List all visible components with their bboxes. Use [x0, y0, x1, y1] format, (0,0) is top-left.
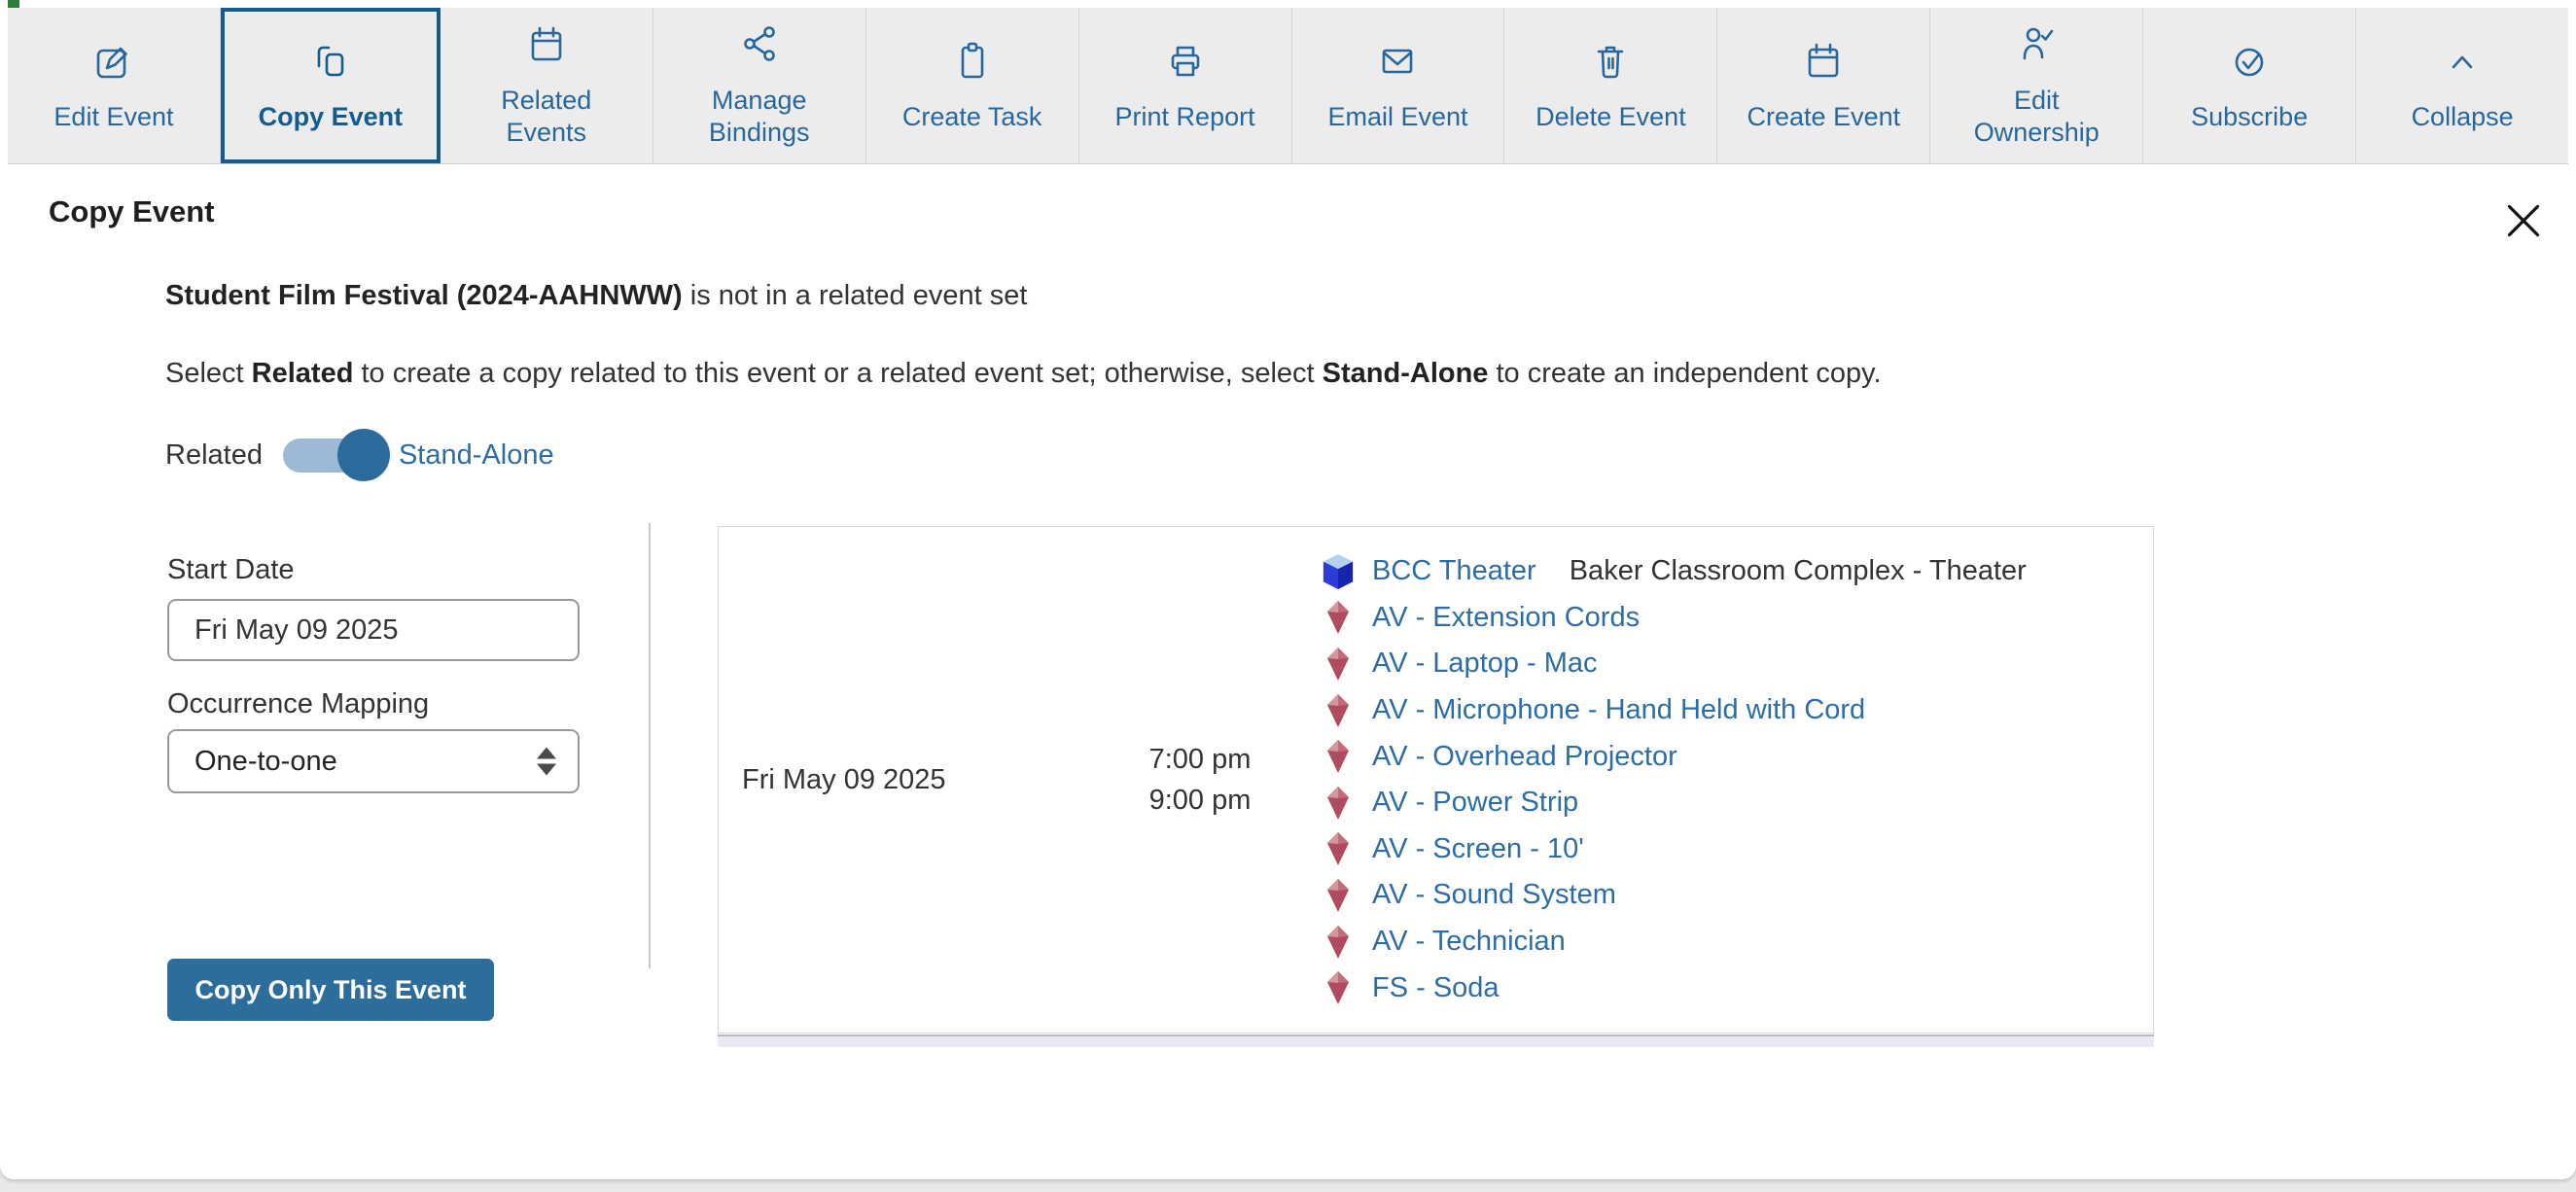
occurrence-date: Fri May 09 2025	[742, 763, 946, 795]
event-title: Student Film Festival (2024-AAHNWW)	[165, 280, 683, 311]
resource-row: AV - Extension Cords	[1322, 595, 2153, 642]
toolbar-button-copy-event[interactable]: Copy Event	[220, 8, 441, 163]
toolbar-label: Delete Event	[1535, 101, 1686, 131]
resource-diamond-icon	[1322, 786, 1355, 821]
copy-only-this-event-button[interactable]: Copy Only This Event	[167, 959, 494, 1021]
resource-row: AV - Microphone - Hand Held with Cord	[1322, 687, 2153, 734]
resource-diamond-icon	[1322, 831, 1355, 866]
toolbar-button-create-event[interactable]: Create Event	[1717, 8, 1931, 163]
resource-link[interactable]: AV - Extension Cords	[1372, 601, 1641, 633]
related-standalone-toggle[interactable]	[282, 429, 390, 481]
occurrence-times: 7:00 pm 9:00 pm	[1078, 527, 1322, 1033]
location-link[interactable]: BCC Theater	[1372, 555, 1536, 587]
resource-link[interactable]: AV - Technician	[1372, 926, 1566, 958]
toolbar-label: Print Report	[1114, 101, 1255, 131]
calendar-icon	[1801, 39, 1846, 91]
toggle-option-stand-alone[interactable]: Stand-Alone	[398, 438, 554, 471]
trash-icon	[1588, 39, 1633, 91]
toolbar-button-email-event[interactable]: Email Event	[1292, 8, 1505, 163]
toolbar-button-delete-event[interactable]: Delete Event	[1504, 8, 1718, 163]
close-icon	[2507, 204, 2540, 237]
toolbar-label: Subscribe	[2191, 101, 2309, 131]
toolbar-label: Create Task	[901, 101, 1042, 131]
event-set-status-line: Student Film Festival (2024-AAHNWW) is n…	[165, 280, 1027, 312]
resource-row: FS - Soda	[1322, 964, 2153, 1011]
toolbar-button-collapse[interactable]: Collapse	[2356, 8, 2568, 163]
toggle-option-related: Related	[165, 438, 263, 471]
resource-diamond-icon	[1322, 693, 1355, 728]
green-status-marker	[8, 0, 19, 9]
edit-icon	[91, 39, 136, 91]
occurrence-mapping-value: One-to-one	[194, 745, 337, 777]
circle-check-icon	[2227, 39, 2272, 91]
toolbar-button-edit-event[interactable]: Edit Event	[8, 8, 221, 163]
resource-diamond-icon	[1322, 600, 1355, 635]
toolbar-label: Edit Event	[53, 101, 174, 131]
resource-link[interactable]: AV - Screen - 10'	[1372, 832, 1584, 864]
printer-icon	[1163, 39, 1208, 91]
occurrence-preview-table: Fri May 09 2025 7:00 pm 9:00 pm BCC Thea…	[718, 526, 2154, 1034]
start-date-label: Start Date	[167, 554, 295, 585]
toolbar-label: Related Events	[501, 86, 592, 147]
form-preview-divider	[649, 523, 651, 968]
resource-diamond-icon	[1322, 647, 1355, 682]
resource-diamond-icon	[1322, 925, 1355, 960]
resource-row: AV - Technician	[1322, 919, 2153, 965]
toolbar-button-edit-ownership[interactable]: Edit Ownership	[1930, 8, 2144, 163]
toggle-knob	[336, 429, 390, 481]
toolbar-label: Manage Bindings	[708, 86, 810, 147]
toolbar-button-manage-bindings[interactable]: Manage Bindings	[653, 8, 866, 163]
toolbar-label: Email Event	[1327, 101, 1468, 131]
resource-diamond-icon	[1322, 739, 1355, 774]
copy-mode-instructions: Select Related to create a copy related …	[165, 358, 1882, 389]
toolbar-label: Collapse	[2411, 101, 2514, 131]
location-cube-icon	[1322, 552, 1355, 591]
location-row: BCC Theater Baker Classroom Complex - Th…	[1322, 548, 2153, 595]
toolbar-button-subscribe[interactable]: Subscribe	[2143, 8, 2357, 163]
toolbar-label: Copy Event	[258, 101, 404, 131]
resource-link[interactable]: AV - Laptop - Mac	[1372, 648, 1598, 680]
clipboard-icon	[950, 39, 995, 91]
resource-link[interactable]: AV - Power Strip	[1372, 787, 1579, 819]
resource-link[interactable]: FS - Soda	[1372, 971, 1500, 1003]
occurrence-assignments: BCC Theater Baker Classroom Complex - Th…	[1322, 527, 2153, 1033]
envelope-icon	[1375, 39, 1420, 91]
resource-row: AV - Laptop - Mac	[1322, 641, 2153, 687]
person-check-icon	[2014, 22, 2059, 75]
share-icon	[737, 22, 782, 75]
resource-link[interactable]: AV - Microphone - Hand Held with Cord	[1372, 694, 1866, 726]
occurrence-mapping-label: Occurrence Mapping	[167, 688, 430, 719]
location-formal-name: Baker Classroom Complex - Theater	[1569, 555, 2027, 587]
resource-row: AV - Overhead Projector	[1322, 733, 2153, 780]
occurrence-start-time: 7:00 pm	[1148, 743, 1252, 775]
resource-link[interactable]: AV - Sound System	[1372, 879, 1616, 911]
resource-row: AV - Sound System	[1322, 872, 2153, 919]
chevron-up-icon	[2440, 39, 2485, 91]
copy-icon	[308, 39, 353, 91]
select-spinner-icon	[537, 747, 556, 776]
resource-diamond-icon	[1322, 970, 1355, 1005]
event-action-toolbar: Edit Event Copy Event Related Events Man…	[8, 8, 2568, 164]
toolbar-button-create-task[interactable]: Create Task	[866, 8, 1079, 163]
toolbar-button-related-events[interactable]: Related Events	[441, 8, 653, 163]
toolbar-label: Create Event	[1747, 101, 1901, 131]
panel-title: Copy Event	[49, 194, 215, 228]
occurrence-table-scrollbar[interactable]	[718, 1034, 2154, 1047]
copy-mode-toggle-row: Related Stand-Alone	[165, 426, 554, 484]
calendar-icon	[524, 22, 569, 75]
resource-row: AV - Power Strip	[1322, 780, 2153, 826]
toolbar-button-print-report[interactable]: Print Report	[1079, 8, 1292, 163]
event-status-text: is not in a related event set	[682, 280, 1028, 311]
resource-diamond-icon	[1322, 878, 1355, 913]
occurrence-mapping-select[interactable]: One-to-one	[167, 729, 580, 793]
occurrence-end-time: 9:00 pm	[1148, 784, 1252, 816]
close-button[interactable]	[2503, 200, 2544, 241]
resource-link[interactable]: AV - Overhead Projector	[1372, 740, 1677, 772]
toolbar-label: Edit Ownership	[1973, 86, 2100, 147]
resource-row: AV - Screen - 10'	[1322, 826, 2153, 873]
start-date-input[interactable]	[167, 599, 580, 661]
